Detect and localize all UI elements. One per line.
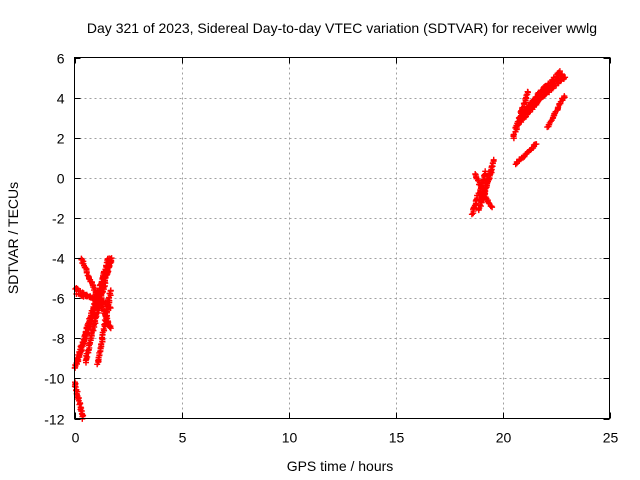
y-tick-label: -8 <box>52 331 65 347</box>
data-point <box>542 83 549 89</box>
y-tick-label: -4 <box>52 251 65 267</box>
data-point <box>482 168 489 175</box>
data-point <box>561 93 568 100</box>
data-point <box>490 156 497 163</box>
y-tick-label: 0 <box>57 171 65 187</box>
y-tick-label: 4 <box>57 91 65 107</box>
y-tick-labels: -12 -10 -8 -6 -4 -2 0 2 4 6 <box>44 51 64 428</box>
x-tick-label: 15 <box>389 430 405 446</box>
x-tick-label: 10 <box>282 430 298 446</box>
y-tick-label: 2 <box>57 131 65 147</box>
data-points <box>71 68 569 422</box>
x-tick-label: 5 <box>179 430 187 446</box>
x-tick-labels: 0 5 10 15 20 25 <box>72 430 619 446</box>
y-tick-label: 6 <box>57 51 65 67</box>
x-axis-label: GPS time / hours <box>287 458 394 474</box>
chart-title: Day 321 of 2023, Sidereal Day-to-day VTE… <box>87 20 597 36</box>
data-point <box>554 80 561 87</box>
y-axis-label: SDTVAR / TECUs <box>5 182 21 294</box>
data-point <box>533 141 540 148</box>
plot-frame <box>74 57 610 419</box>
data-point <box>485 176 492 183</box>
data-point <box>108 255 115 262</box>
y-tick-label: -10 <box>44 371 64 387</box>
data-point <box>556 68 563 75</box>
data-point <box>85 324 92 331</box>
data-point <box>489 204 496 211</box>
y-tick-label: -12 <box>44 412 64 428</box>
x-tick-label: 25 <box>603 430 619 446</box>
x-tick-label: 20 <box>496 430 512 446</box>
x-tick-label: 0 <box>72 430 80 446</box>
grid-lines <box>74 57 610 419</box>
data-point <box>488 166 495 173</box>
data-point <box>101 321 108 328</box>
data-point <box>562 74 569 81</box>
data-point <box>107 325 114 332</box>
y-tick-label: -2 <box>52 211 65 227</box>
data-point <box>74 358 81 364</box>
data-point <box>524 88 531 95</box>
data-point <box>107 287 114 294</box>
y-tick-label: -6 <box>52 291 65 307</box>
axis-ticks <box>74 57 611 420</box>
